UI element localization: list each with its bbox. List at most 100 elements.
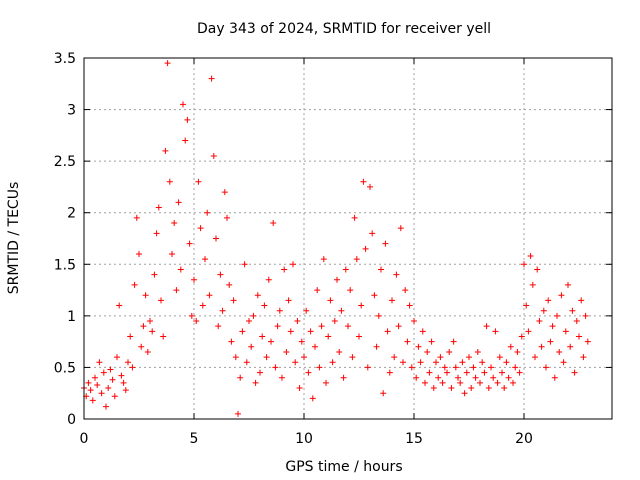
data-point (116, 302, 123, 309)
data-point (567, 343, 574, 350)
data-point (226, 281, 233, 288)
data-point (485, 385, 492, 392)
data-point (448, 385, 455, 392)
data-point (503, 359, 510, 366)
data-point (446, 348, 453, 355)
data-point (364, 364, 371, 371)
data-point (428, 338, 435, 345)
data-point (576, 333, 582, 340)
data-point (133, 214, 140, 221)
data-point (551, 374, 558, 381)
data-point (296, 385, 303, 392)
data-point (169, 250, 175, 257)
chart-title: Day 343 of 2024, SRMTID for receiver yel… (197, 21, 491, 37)
data-point (375, 312, 382, 319)
data-point (96, 359, 103, 366)
data-point (496, 354, 503, 361)
data-point (477, 379, 483, 386)
data-point (389, 297, 395, 304)
y-tick-label: 3.5 (54, 51, 76, 67)
data-point (527, 253, 534, 260)
data-point (554, 312, 560, 319)
data-point (160, 333, 167, 340)
data-point (197, 225, 204, 232)
data-point (538, 343, 545, 350)
data-point (140, 323, 147, 330)
data-point (166, 178, 173, 185)
data-point (510, 379, 516, 386)
data-point (292, 359, 299, 366)
data-point (199, 302, 206, 309)
data-point (507, 343, 514, 350)
data-point (435, 374, 442, 381)
data-point (525, 328, 532, 335)
y-tick-label: 3 (67, 103, 76, 119)
data-point (327, 297, 334, 304)
data-point (285, 297, 292, 304)
data-point (224, 214, 230, 221)
data-point (316, 364, 323, 371)
data-point (532, 354, 538, 361)
data-point (173, 287, 180, 294)
y-tick-label: 2.5 (54, 154, 76, 170)
data-point (100, 369, 107, 376)
data-point (380, 390, 387, 397)
data-point (125, 359, 131, 366)
data-point (474, 348, 481, 355)
data-point (358, 302, 365, 309)
data-point (400, 359, 406, 366)
data-point (529, 281, 536, 288)
data-point (360, 178, 367, 185)
data-point (184, 116, 191, 123)
data-point (89, 397, 96, 404)
data-point (254, 292, 261, 299)
data-point (314, 287, 321, 294)
data-point (158, 297, 164, 304)
data-point (193, 318, 200, 325)
data-point (228, 338, 235, 345)
data-point (232, 354, 239, 361)
data-point (259, 333, 266, 340)
data-point (217, 271, 224, 278)
data-point (556, 348, 563, 355)
data-point (329, 359, 336, 366)
data-point (479, 359, 486, 366)
data-point (444, 369, 450, 376)
data-point (466, 354, 472, 361)
data-point (536, 318, 543, 325)
y-tick-label: 2 (67, 206, 76, 222)
data-point (430, 385, 437, 392)
data-point (342, 266, 349, 273)
data-point (175, 199, 182, 206)
data-point (144, 348, 151, 355)
data-point (87, 387, 94, 394)
data-point (580, 354, 587, 361)
data-point (382, 240, 389, 247)
data-point (437, 354, 444, 361)
data-point (534, 266, 541, 273)
data-point (105, 385, 112, 392)
data-point (171, 220, 178, 227)
data-point (540, 307, 547, 314)
data-point (505, 374, 512, 381)
data-point (393, 271, 400, 278)
data-point (501, 385, 508, 392)
data-point (98, 390, 105, 397)
data-point (367, 183, 373, 190)
data-point (206, 292, 213, 299)
data-point (331, 318, 338, 325)
data-point (268, 338, 274, 345)
data-point (257, 369, 263, 376)
data-point (274, 323, 281, 330)
data-point (94, 381, 101, 388)
data-point (312, 343, 318, 350)
data-point (191, 276, 197, 283)
x-tick-label: 5 (190, 431, 199, 447)
data-point (239, 328, 246, 335)
data-point (270, 220, 277, 227)
data-point (248, 343, 255, 350)
plot-frame (83, 57, 613, 420)
data-point (318, 323, 325, 330)
data-point (415, 343, 422, 350)
data-point (492, 328, 499, 335)
